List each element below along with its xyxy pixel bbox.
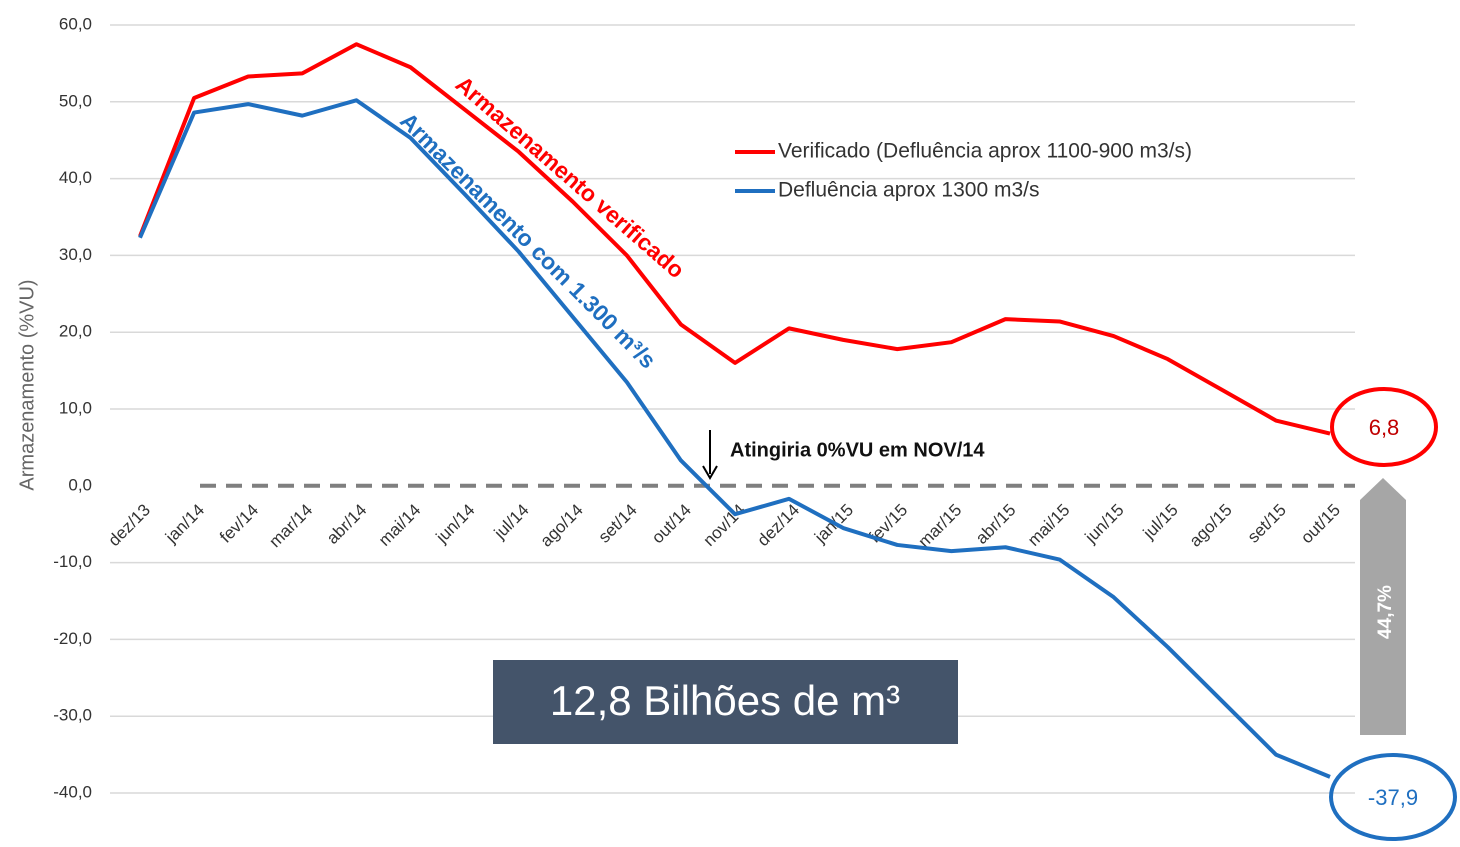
y-tick-label: 0,0: [68, 475, 92, 494]
value-label: 6,8: [1369, 415, 1400, 440]
y-tick-label: -10,0: [53, 552, 92, 571]
y-tick-label: -20,0: [53, 629, 92, 648]
x-tick-label: jun/14: [432, 500, 479, 547]
red-end-ring: [1330, 387, 1438, 467]
y-tick-label: -40,0: [53, 782, 92, 801]
red-annotation: Armazenamento verificado: [451, 71, 690, 283]
legend-label: Defluência aprox 1300 m3/s: [778, 179, 1040, 202]
x-tick-label: jul/14: [490, 500, 533, 543]
y-axis-label: Armazenamento (%VU): [16, 279, 38, 490]
zero-annotation: Atingiria 0%VU em NOV/14: [730, 439, 985, 461]
x-tick-label: set/14: [595, 500, 641, 546]
blue-end-ring: [1329, 753, 1457, 841]
x-tick-label: abr/14: [323, 500, 371, 548]
x-tick-label: mar/14: [265, 500, 316, 551]
x-tick-label: ago/14: [537, 500, 587, 550]
x-tick-label: mai/15: [1024, 500, 1074, 550]
series-line: [138, 98, 1331, 779]
x-tick-label: dez/13: [104, 500, 154, 550]
x-tick-label: mai/14: [375, 500, 425, 550]
x-tick-label: abr/15: [972, 500, 1020, 548]
x-tick-label: out/14: [648, 500, 695, 547]
x-tick-label: mar/15: [915, 500, 966, 551]
value-label: -37,9: [1368, 785, 1418, 810]
x-tick-label: ago/15: [1186, 500, 1236, 550]
gap-arrow: [1360, 478, 1406, 735]
x-tick-label: set/15: [1244, 500, 1290, 546]
y-tick-label: -30,0: [53, 706, 92, 725]
x-tick-label: jul/15: [1139, 500, 1182, 543]
y-tick-label: 20,0: [59, 322, 92, 341]
legend-label: Verificado (Defluência aprox 1100-900 m3…: [778, 140, 1192, 163]
x-tick-label: out/15: [1297, 500, 1344, 547]
x-tick-label: jan/14: [161, 500, 208, 547]
y-tick-label: 30,0: [59, 245, 92, 264]
y-tick-label: 10,0: [59, 398, 92, 417]
volume-label: 12,8 Bilhões de m³: [550, 677, 900, 724]
gap-label: 44,7%: [1375, 585, 1396, 639]
x-tick-label: nov/14: [699, 500, 749, 550]
x-tick-label: fev/14: [216, 500, 262, 546]
x-tick-label: jun/15: [1081, 500, 1128, 547]
x-tick-label: fev/15: [865, 500, 911, 546]
series-line: [138, 42, 1331, 436]
y-tick-label: 50,0: [59, 91, 92, 110]
zero-arrow-head: [702, 465, 718, 480]
volume-box: [493, 660, 958, 744]
y-tick-label: 60,0: [59, 14, 92, 33]
y-tick-label: 40,0: [59, 168, 92, 187]
